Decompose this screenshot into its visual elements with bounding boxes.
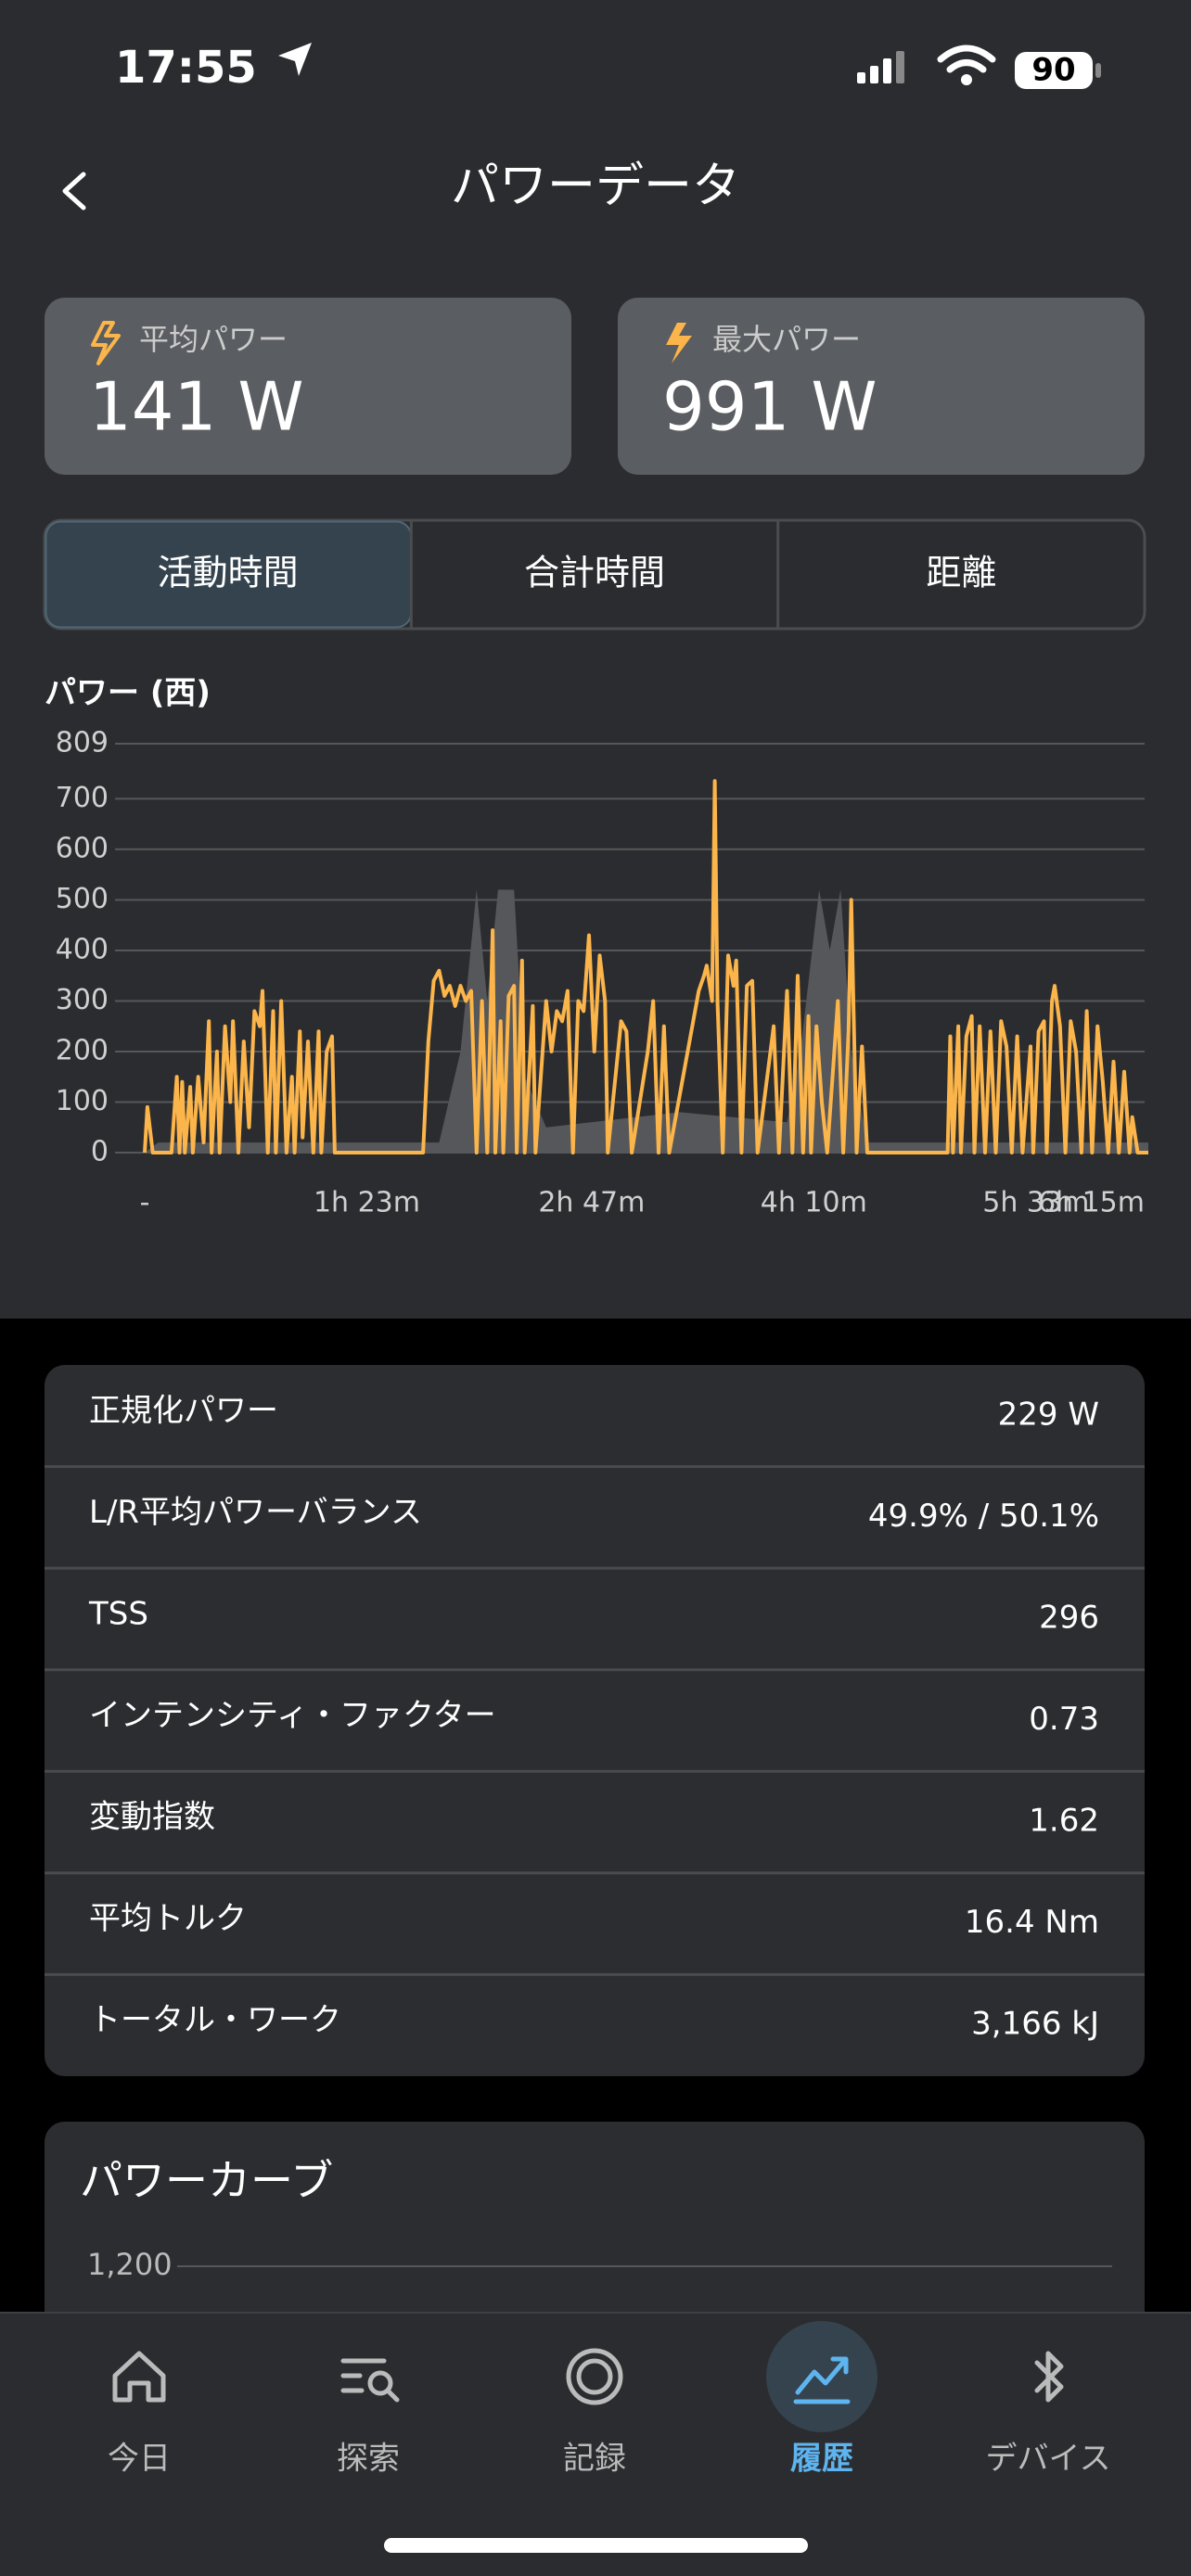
battery bbox=[1015, 52, 1093, 89]
y-tick-label: 400 bbox=[56, 933, 109, 965]
signal-icon bbox=[857, 51, 904, 83]
metric-value: 296 bbox=[1039, 1599, 1099, 1636]
record-icon-inner bbox=[576, 2358, 613, 2395]
stat-value: 141 W bbox=[89, 368, 304, 446]
stat-card bbox=[618, 298, 1145, 475]
tab-icons bbox=[112, 2348, 1064, 2405]
tab-bar-item[interactable]: 今日 bbox=[108, 2441, 171, 2478]
stat-value: 991 W bbox=[662, 368, 877, 446]
metric-label: TSS bbox=[88, 1595, 148, 1632]
wifi-dot bbox=[961, 74, 972, 85]
stat-label: 平均パワー bbox=[139, 322, 288, 357]
x-tick-label: 5h 33m bbox=[982, 1187, 1089, 1219]
y-tick-label: 300 bbox=[56, 984, 109, 1016]
explore-icon-lens bbox=[367, 2370, 393, 2396]
home-indicator bbox=[384, 2538, 808, 2553]
record-icon bbox=[566, 2348, 623, 2405]
metric-label: インテンシティ・ファクター bbox=[89, 1697, 496, 1734]
tab[interactable]: 合計時間 bbox=[524, 553, 665, 593]
wifi-icon bbox=[937, 45, 996, 73]
location-icon bbox=[278, 43, 312, 76]
tab-bar-item[interactable]: 履歴 bbox=[790, 2441, 853, 2478]
y-tick-label: 809 bbox=[56, 727, 109, 759]
line bbox=[143, 779, 1148, 1154]
bluetooth-icon bbox=[1034, 2351, 1064, 2403]
metric-label: 平均トルク bbox=[89, 1900, 247, 1937]
metric-label: トータル・ワーク bbox=[89, 2002, 341, 2039]
bolt-icon bbox=[666, 323, 692, 363]
x-tick-label: 1h 23m bbox=[314, 1187, 420, 1219]
battery-cap bbox=[1095, 63, 1101, 78]
stat-label: 最大パワー bbox=[712, 322, 861, 357]
metric-value: 16.4 Nm bbox=[965, 1904, 1099, 1941]
explore-icon-handle bbox=[385, 2388, 400, 2403]
metric-label: L/R平均パワーバランス bbox=[89, 1494, 422, 1531]
back-button[interactable] bbox=[62, 172, 86, 210]
metrics-card bbox=[45, 1365, 1145, 2076]
y-tick-label: 0 bbox=[91, 1136, 109, 1168]
bolt-icon bbox=[91, 321, 121, 365]
tab-bar-item[interactable]: 探索 bbox=[337, 2441, 400, 2478]
history-icon bbox=[793, 2356, 851, 2404]
battery-level: 90 bbox=[1031, 52, 1075, 89]
tab-group bbox=[43, 518, 1146, 631]
power-curve-card bbox=[45, 2122, 1145, 2363]
x-tick-label: 4h 10m bbox=[761, 1187, 867, 1219]
y-tick-label: 1,200 bbox=[87, 2247, 173, 2282]
tab-bar-item[interactable]: 記録 bbox=[563, 2441, 626, 2478]
tab-bar-item[interactable]: デバイス bbox=[986, 2441, 1111, 2478]
x-tick-label: 6h 15m bbox=[1038, 1187, 1145, 1219]
y-tick-label: 700 bbox=[56, 782, 109, 814]
metric-label: 正規化パワー bbox=[89, 1392, 278, 1429]
y-tick-label: 200 bbox=[56, 1034, 109, 1066]
x-tick-label: - bbox=[140, 1187, 150, 1219]
metric-value: 49.9% / 50.1% bbox=[868, 1498, 1099, 1535]
explore-icon bbox=[340, 2358, 387, 2393]
tab[interactable]: 距離 bbox=[926, 553, 996, 593]
metric-value: 0.73 bbox=[1029, 1701, 1099, 1738]
metric-value: 229 W bbox=[998, 1396, 1099, 1433]
page-title: パワーデータ bbox=[451, 159, 740, 214]
metric-value: 3,166 kJ bbox=[971, 2006, 1099, 2043]
y-tick-label: 600 bbox=[56, 832, 109, 864]
x-tick-label: 2h 47m bbox=[538, 1187, 645, 1219]
metric-value: 1.62 bbox=[1029, 1803, 1099, 1840]
stat-card bbox=[45, 298, 571, 475]
chart-title: パワー (西) bbox=[45, 675, 211, 712]
power-curve-title: パワーカーブ bbox=[80, 2156, 333, 2206]
home-icon bbox=[112, 2351, 166, 2403]
y-tick-label: 500 bbox=[56, 883, 109, 915]
y-tick-label: 100 bbox=[56, 1085, 109, 1117]
status-time: 17:55 bbox=[115, 42, 257, 94]
tab-bar bbox=[0, 2313, 1191, 2576]
tab[interactable]: 活動時間 bbox=[158, 553, 299, 593]
metric-label: 変動指数 bbox=[89, 1799, 215, 1836]
